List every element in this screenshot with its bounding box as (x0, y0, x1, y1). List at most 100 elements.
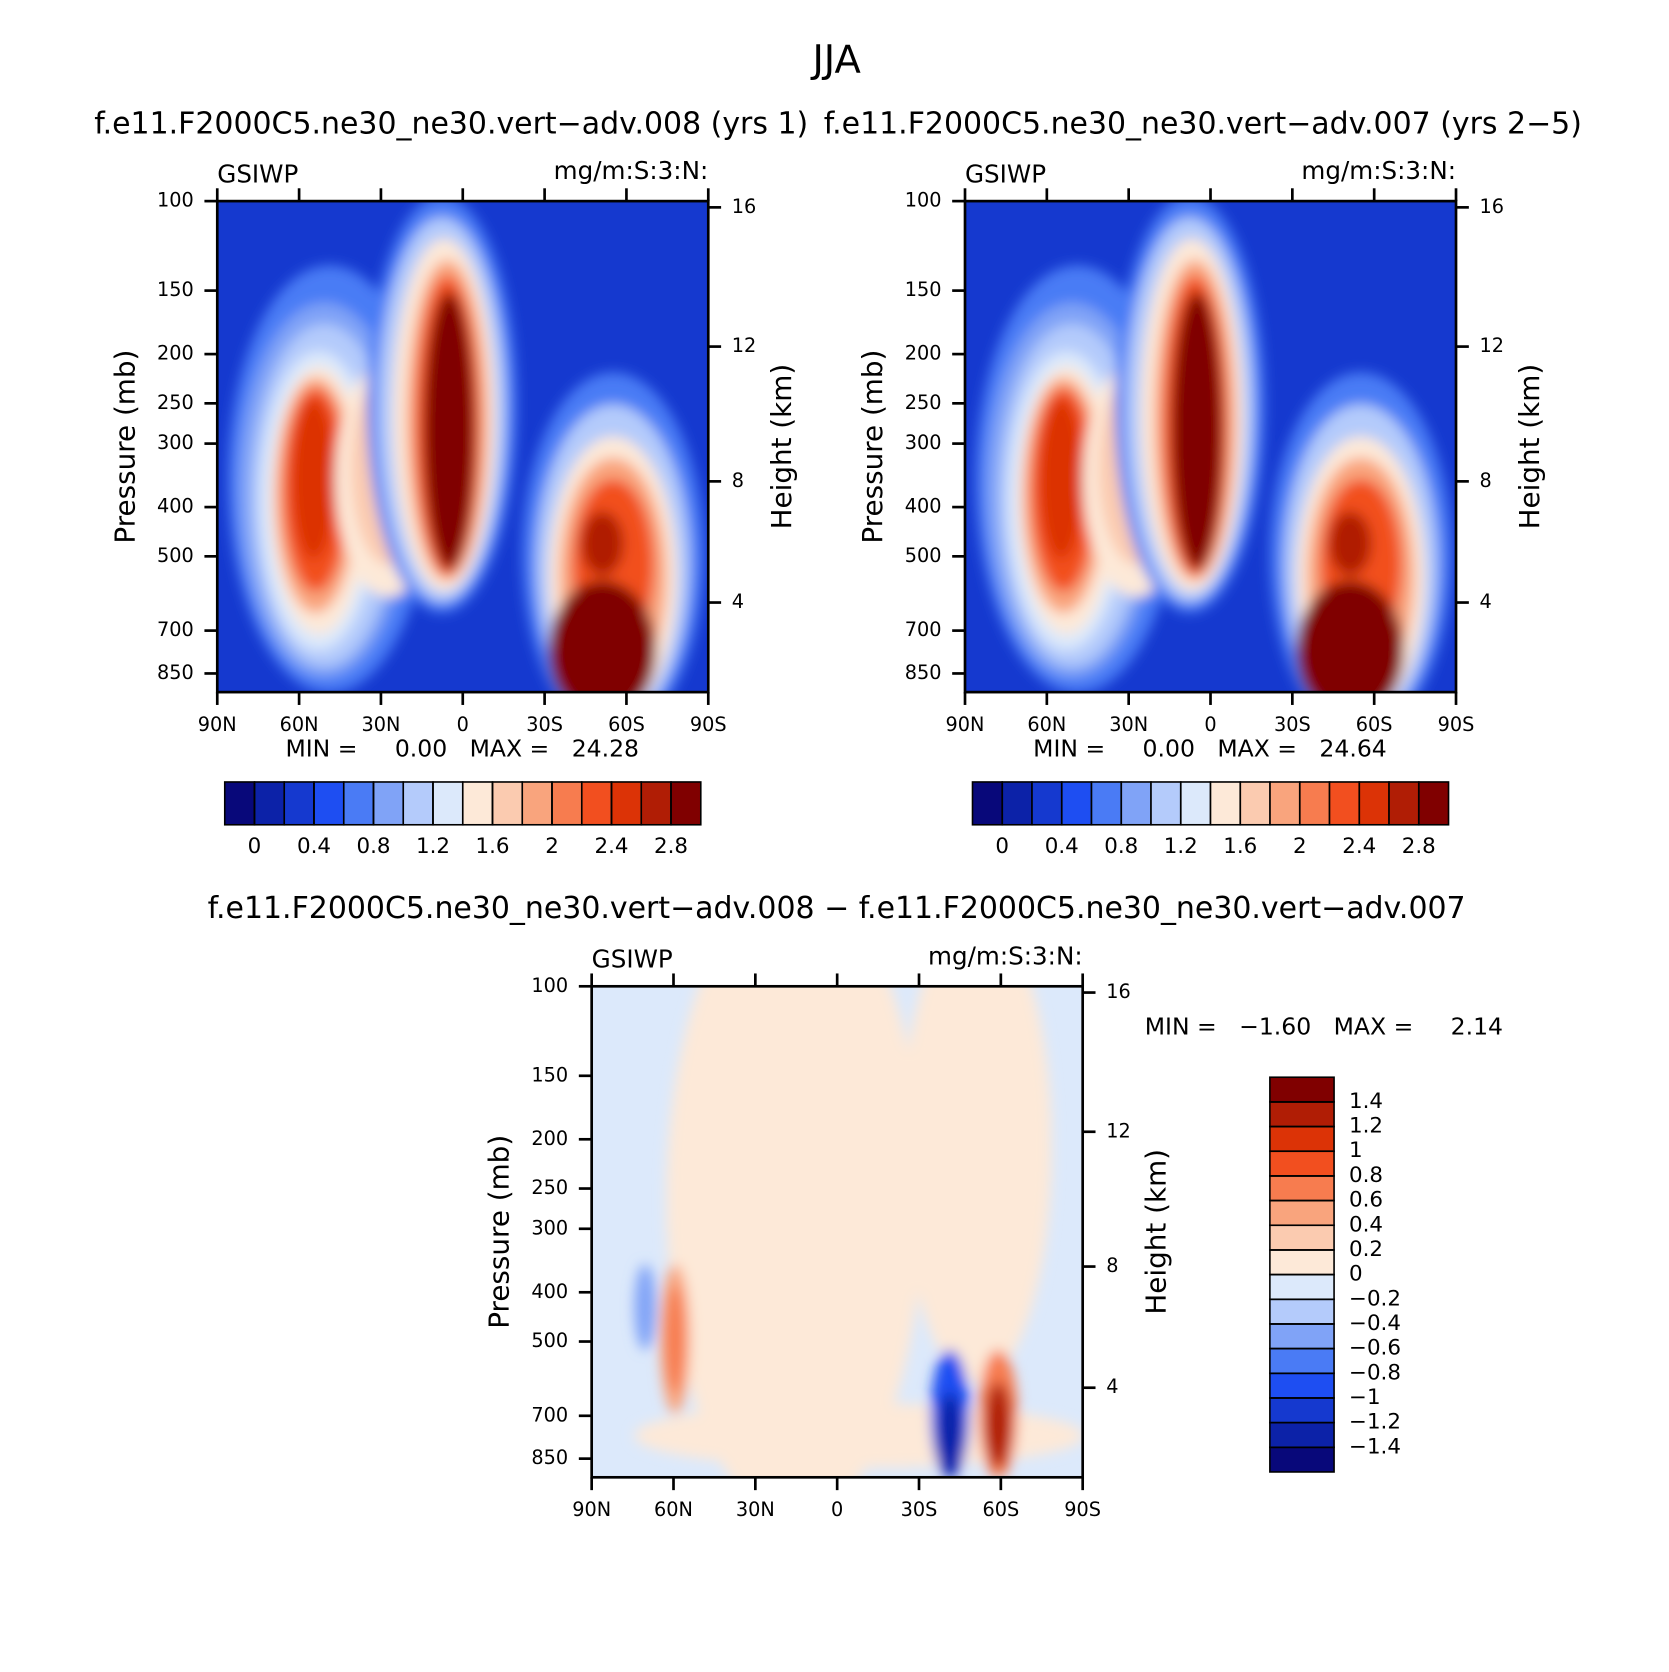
y2-tick-label: 4 (1480, 590, 1492, 613)
colorbar-box (1269, 1150, 1335, 1177)
x-tick-label: 30S (1274, 713, 1311, 736)
y-tick-label: 500 (157, 544, 194, 567)
colorbar-box (1358, 781, 1390, 826)
y-tick-label: 400 (531, 1280, 568, 1303)
colorbar-tick-label: 2 (1293, 834, 1307, 859)
contour-region (634, 1264, 656, 1351)
colorbar-tick-label: 2.8 (1402, 834, 1436, 859)
x-tick-label: 60N (654, 1498, 693, 1521)
left-string: GSIWP (592, 945, 673, 974)
y-tick-label: 850 (905, 661, 942, 684)
colorbar-tick-label: −0.4 (1349, 1311, 1401, 1336)
colorbar-box (1269, 1372, 1335, 1399)
contour-region (901, 986, 1052, 1383)
y-tick-label: 300 (905, 431, 942, 454)
figure-title: JJA (810, 38, 861, 83)
field (965, 201, 1457, 693)
y2-axis-label: Height (km) (1140, 1149, 1173, 1315)
colorbar-box (640, 781, 672, 826)
colorbar-tick-label: −1.4 (1349, 1434, 1401, 1459)
y2-tick-label: 12 (1106, 1119, 1131, 1142)
colorbar-tick-label: 1.4 (1349, 1089, 1383, 1114)
y2-tick-label: 8 (1480, 469, 1492, 492)
colorbar-box (283, 781, 315, 826)
x-tick-label: 90S (1438, 713, 1475, 736)
x-tick-label: 60N (280, 713, 319, 736)
stats: MIN = 0.00 MAX = 24.64 (1033, 734, 1387, 762)
stats: MIN = 0.00 MAX = 24.28 (285, 734, 639, 762)
colorbar-box (1269, 1175, 1335, 1202)
colorbar-box (1150, 781, 1182, 826)
y2-tick-label: 8 (732, 469, 744, 492)
x-tick-label: 90N (946, 713, 985, 736)
colorbar-tick-label: 0.4 (1349, 1212, 1383, 1237)
colorbar-box (223, 781, 256, 826)
contour-region (292, 399, 335, 560)
colorbar-box (1269, 1446, 1335, 1473)
colorbar-tick-label: 2.4 (595, 834, 629, 859)
panel-title: f.e11.F2000C5.ne30_ne30.vert−adv.008 (yr… (94, 107, 808, 142)
colorbar-tick-label: −0.6 (1349, 1336, 1401, 1361)
stats: MIN = −1.60 MAX = 2.14 (1145, 1013, 1503, 1041)
contour-region (1296, 580, 1404, 693)
colorbar-box (491, 781, 524, 826)
colorbar-box (1269, 1298, 1335, 1325)
y-tick-label: 300 (157, 431, 194, 454)
colorbar-box (1269, 1224, 1335, 1251)
colorbar-tick-label: 0.6 (1349, 1188, 1383, 1213)
colorbar-tick-label: 0 (1349, 1262, 1363, 1287)
colorbar-box (1031, 781, 1063, 826)
y-tick-label: 700 (531, 1403, 568, 1426)
contour-region (666, 986, 924, 1478)
colorbar-box (1060, 781, 1093, 826)
colorbar-tick-label: 0 (995, 834, 1009, 859)
colorbar-box (313, 781, 345, 826)
right-string: mg/m:S:3:N: (1301, 156, 1456, 185)
y-tick-label: 150 (157, 278, 194, 301)
y-tick-label: 200 (905, 342, 942, 365)
y-tick-label: 150 (905, 278, 942, 301)
colorbar-box (1269, 1101, 1335, 1128)
field-layers (227, 201, 704, 693)
y-axis-label: Pressure (mb) (856, 350, 889, 544)
colorbar-tick-label: 0.4 (297, 834, 331, 859)
colorbar-box (580, 781, 613, 826)
colorbar-box (1269, 1397, 1335, 1424)
colorbar-box (1001, 781, 1033, 826)
y2-tick-label: 12 (732, 334, 757, 357)
colorbar-box (1269, 1199, 1335, 1227)
left-string: GSIWP (217, 159, 298, 188)
colorbar-tick-label: 2.8 (654, 834, 688, 859)
x-tick-label: 30S (526, 713, 563, 736)
colorbar-tick-label: −1.2 (1349, 1410, 1401, 1435)
colorbar-tick-label: 1 (1349, 1138, 1363, 1163)
y-tick-label: 100 (905, 189, 942, 212)
colorbar-tick-label: 1.2 (416, 834, 450, 859)
colorbar-box (342, 781, 375, 826)
x-tick-label: 0 (831, 1498, 843, 1521)
y2-tick-label: 16 (1480, 195, 1505, 218)
contour-region (937, 1392, 963, 1478)
y-tick-label: 100 (531, 974, 568, 997)
colorbar-tick-label: 0.2 (1349, 1237, 1383, 1262)
colorbar-box (521, 781, 553, 826)
colorbar-box (1179, 781, 1212, 826)
colorbar-box (1209, 781, 1242, 826)
field-layers (975, 201, 1452, 693)
colorbar-box (1328, 781, 1361, 826)
contour-region (634, 1403, 1083, 1468)
x-tick-label: 30N (1109, 713, 1148, 736)
y2-tick-label: 16 (732, 195, 757, 218)
colorbar-tick-label: 0.4 (1045, 834, 1079, 859)
colorbar-box (610, 781, 643, 826)
colorbar-box (971, 781, 1004, 826)
y2-tick-label: 16 (1106, 980, 1131, 1003)
field-layers (634, 986, 1083, 1478)
colorbar-tick-label: 1.2 (1349, 1114, 1383, 1139)
contour-region (985, 1382, 1012, 1468)
colorbar-tick-label: 0.8 (357, 834, 391, 859)
y2-axis-label: Height (km) (765, 364, 798, 530)
x-tick-label: 30N (736, 1498, 775, 1521)
x-tick-label: 90S (1064, 1498, 1101, 1521)
